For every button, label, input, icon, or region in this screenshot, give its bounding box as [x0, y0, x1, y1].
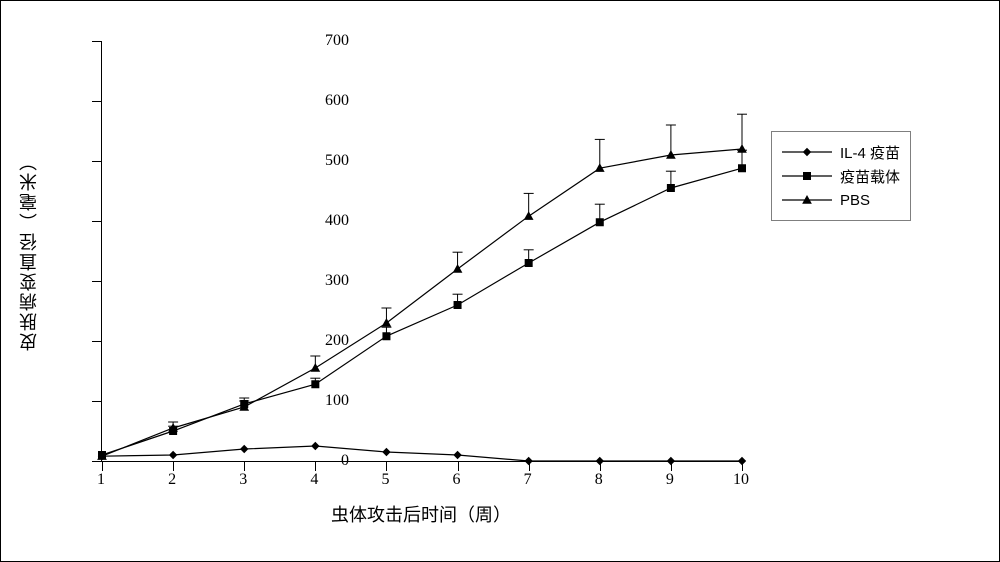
marker-il4	[241, 446, 248, 453]
y-tick	[92, 461, 102, 462]
x-tick	[315, 461, 316, 471]
marker-vector	[312, 381, 319, 388]
legend-label: 疫苗载体	[840, 166, 900, 187]
y-tick	[92, 41, 102, 42]
x-tick-label: 9	[666, 471, 674, 489]
x-tick-label: 3	[239, 471, 247, 489]
x-tick	[102, 461, 103, 471]
x-tick-label: 10	[733, 471, 749, 489]
series-line-vector	[102, 168, 742, 455]
legend-swatch	[782, 190, 832, 210]
y-tick	[92, 101, 102, 102]
y-tick	[92, 221, 102, 222]
x-axis-label: 虫体攻击后时间（周）	[101, 501, 741, 527]
marker-vector	[739, 165, 746, 172]
legend-item-pbs: PBS	[782, 188, 900, 212]
y-tick-label: 500	[325, 152, 349, 170]
marker-pbs	[738, 145, 746, 152]
y-tick-label: 400	[325, 212, 349, 230]
legend: IL-4 疫苗疫苗载体 PBS	[771, 131, 911, 221]
marker-vector	[454, 302, 461, 309]
series-line-pbs	[102, 149, 742, 456]
legend-swatch	[782, 166, 832, 186]
series-line-il4	[102, 446, 742, 461]
y-axis-label: 皮肤病变直径（毫米）	[16, 41, 42, 461]
x-tick-label: 2	[168, 471, 176, 489]
legend-label: IL-4 疫苗	[840, 142, 900, 163]
marker-pbs	[525, 212, 533, 219]
y-tick	[92, 341, 102, 342]
y-tick-label: 0	[341, 452, 349, 470]
x-tick-label: 5	[381, 471, 389, 489]
x-tick	[244, 461, 245, 471]
y-tick-label: 600	[325, 92, 349, 110]
marker-vector	[596, 219, 603, 226]
x-tick-label: 7	[524, 471, 532, 489]
marker-il4	[170, 452, 177, 459]
y-tick-label: 700	[325, 32, 349, 50]
x-tick	[529, 461, 530, 471]
marker-pbs	[382, 319, 390, 326]
x-tick	[600, 461, 601, 471]
y-tick	[92, 161, 102, 162]
y-tick-label: 300	[325, 272, 349, 290]
legend-item-vector: 疫苗载体	[782, 164, 900, 188]
marker-pbs	[311, 364, 319, 371]
figure: 皮肤病变直径（毫米） 虫体攻击后时间（周） IL-4 疫苗疫苗载体 PBS 0 10…	[0, 0, 1000, 562]
legend-label: PBS	[840, 192, 870, 209]
marker-vector	[525, 260, 532, 267]
marker-il4	[454, 452, 461, 459]
y-tick-label: 200	[325, 332, 349, 350]
plot-area	[101, 41, 742, 462]
x-tick-label: 4	[310, 471, 318, 489]
x-tick	[386, 461, 387, 471]
x-tick	[173, 461, 174, 471]
y-tick	[92, 281, 102, 282]
legend-swatch	[782, 142, 832, 162]
marker-il4	[312, 443, 319, 450]
y-tick	[92, 401, 102, 402]
y-tick-label: 100	[325, 392, 349, 410]
x-tick	[742, 461, 743, 471]
chart-svg	[102, 41, 742, 461]
x-tick	[671, 461, 672, 471]
x-tick-label: 6	[453, 471, 461, 489]
marker-vector	[383, 333, 390, 340]
marker-il4	[383, 449, 390, 456]
x-tick	[458, 461, 459, 471]
marker-vector	[667, 185, 674, 192]
x-tick-label: 8	[595, 471, 603, 489]
marker-pbs	[454, 265, 462, 272]
legend-item-il4: IL-4 疫苗	[782, 140, 900, 164]
x-tick-label: 1	[97, 471, 105, 489]
